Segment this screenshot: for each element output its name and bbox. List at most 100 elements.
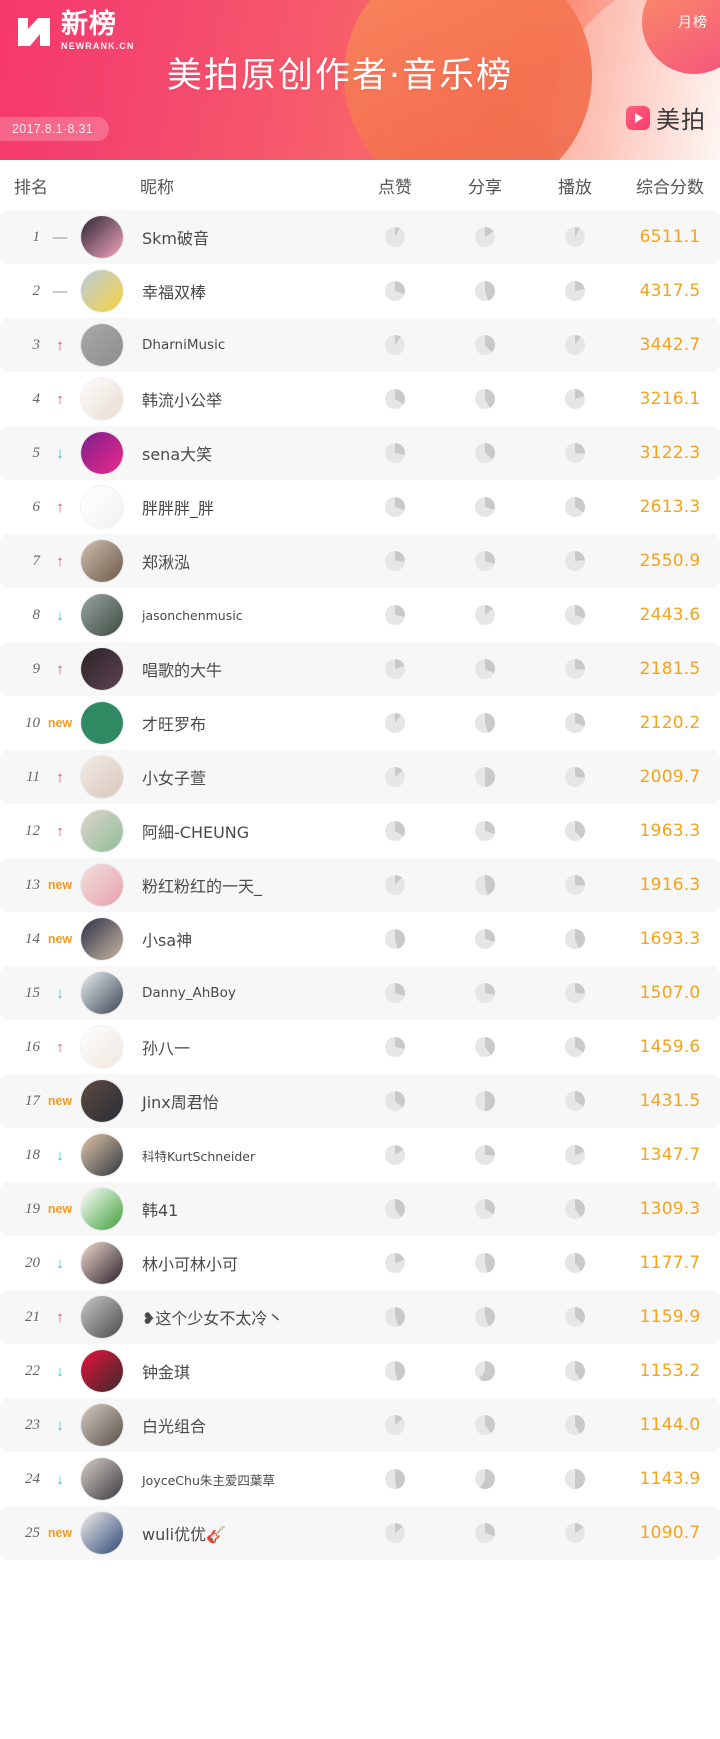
nickname-label[interactable]: jasonchenmusic — [142, 607, 243, 623]
avatar[interactable] — [80, 863, 124, 907]
table-row[interactable]: 25 new wuli优优🎸 1090.7 — [0, 1506, 720, 1560]
avatar[interactable] — [80, 1457, 124, 1501]
avatar[interactable] — [80, 539, 124, 583]
table-row[interactable]: 2— 幸福双棒 4317.5 — [0, 264, 720, 318]
table-row[interactable]: 18 ↓ 科特KurtSchneider 1347.7 — [0, 1128, 720, 1182]
trend-new-icon: new — [47, 877, 73, 892]
likes-cell — [350, 1469, 440, 1489]
table-row[interactable]: 16 ↑ 孙八一 1459.6 — [0, 1020, 720, 1074]
nickname-label[interactable]: 韩41 — [142, 1201, 179, 1220]
table-row[interactable]: 8 ↓ jasonchenmusic 2443.6 — [0, 588, 720, 642]
nickname-label[interactable]: 韩流小公举 — [142, 391, 223, 410]
table-row[interactable]: 13 new 粉红粉红的一天_ 1916.3 — [0, 858, 720, 912]
date-range-badge: 2017.8.1-8.31 — [0, 117, 110, 141]
nickname-label[interactable]: 钟金琪 — [142, 1363, 191, 1382]
avatar[interactable] — [80, 809, 124, 853]
table-row[interactable]: 14 new 小sa神 1693.3 — [0, 912, 720, 966]
nickname-label[interactable]: 孙八一 — [142, 1039, 191, 1058]
avatar[interactable] — [80, 1241, 124, 1285]
avatar[interactable] — [80, 1079, 124, 1123]
nickname-label[interactable]: ❥这个少女不太冷丶 — [142, 1309, 284, 1328]
table-row[interactable]: 23 ↓ 白光组合 1144.0 — [0, 1398, 720, 1452]
table-row[interactable]: 22 ↓ 钟金琪 1153.2 — [0, 1344, 720, 1398]
table-row[interactable]: 19 new 韩41 1309.3 — [0, 1182, 720, 1236]
nickname-label[interactable]: 胖胖胖_胖 — [142, 499, 215, 518]
avatar[interactable] — [80, 755, 124, 799]
rank-number: 20 — [25, 1254, 40, 1271]
score-value: 1143.9 — [639, 1469, 701, 1489]
avatar[interactable] — [80, 323, 124, 367]
shares-pie-icon — [475, 875, 495, 895]
nickname-label[interactable]: 郑湫泓 — [142, 553, 191, 572]
table-row[interactable]: 5 ↓ sena大笑 3122.3 — [0, 426, 720, 480]
avatar[interactable] — [80, 647, 124, 691]
nickname-label[interactable]: 白光组合 — [142, 1417, 207, 1436]
trend-down-icon: ↓ — [56, 1416, 64, 1434]
nickname-label[interactable]: 林小可林小可 — [142, 1255, 239, 1274]
nickname-label[interactable]: sena大笑 — [142, 445, 213, 464]
plays-pie-icon — [565, 1469, 585, 1489]
avatar[interactable] — [80, 377, 124, 421]
table-row[interactable]: 1— Skm破音 6511.1 — [0, 210, 720, 264]
nickname-label[interactable]: 才旺罗布 — [142, 715, 207, 734]
plays-pie-icon — [565, 1307, 585, 1327]
nickname-label[interactable]: JoyceChu朱主爱四葉草 — [142, 1472, 275, 1488]
avatar[interactable] — [80, 593, 124, 637]
newrank-logo[interactable]: 新榜 NEWRANK.CN — [14, 10, 135, 52]
table-row[interactable]: 20 ↓ 林小可林小可 1177.7 — [0, 1236, 720, 1290]
table-row[interactable]: 24 ↓ JoyceChu朱主爱四葉草 1143.9 — [0, 1452, 720, 1506]
table-row[interactable]: 4 ↑ 韩流小公举 3216.1 — [0, 372, 720, 426]
shares-cell — [440, 1091, 530, 1111]
nickname-label[interactable]: 唱歌的大牛 — [142, 661, 223, 680]
plays-pie-icon — [565, 605, 585, 625]
shares-cell — [440, 875, 530, 895]
nickname-label[interactable]: wuli优优🎸 — [142, 1525, 227, 1544]
likes-cell — [350, 767, 440, 787]
avatar[interactable] — [80, 971, 124, 1015]
avatar[interactable] — [80, 269, 124, 313]
table-row[interactable]: 6 ↑ 胖胖胖_胖 2613.3 — [0, 480, 720, 534]
rank-cell: 6 ↑ — [0, 485, 140, 529]
avatar[interactable] — [80, 917, 124, 961]
avatar[interactable] — [80, 701, 124, 745]
nickname-label[interactable]: 小sa神 — [142, 931, 193, 950]
plays-cell — [530, 389, 620, 409]
table-row[interactable]: 21 ↑ ❥这个少女不太冷丶 1159.9 — [0, 1290, 720, 1344]
plays-pie-icon — [565, 227, 585, 247]
avatar[interactable] — [80, 1025, 124, 1069]
table-row[interactable]: 3 ↑ DharniMusic 3442.7 — [0, 318, 720, 372]
shares-pie-icon — [475, 497, 495, 517]
avatar[interactable] — [80, 1187, 124, 1231]
table-row[interactable]: 15 ↓ Danny_AhBoy 1507.0 — [0, 966, 720, 1020]
nickname-label[interactable]: 粉红粉红的一天_ — [142, 877, 263, 896]
plays-pie-icon — [565, 659, 585, 679]
nickname-label[interactable]: Skm破音 — [142, 229, 210, 248]
table-row[interactable]: 17 new Jinx周君怡 1431.5 — [0, 1074, 720, 1128]
plays-cell — [530, 1361, 620, 1381]
nickname-label[interactable]: 科特KurtSchneider — [142, 1148, 256, 1164]
nickname-label[interactable]: 阿細-CHEUNG — [142, 823, 250, 842]
rank-number: 21 — [25, 1308, 40, 1325]
table-row[interactable]: 7 ↑ 郑湫泓 2550.9 — [0, 534, 720, 588]
nickname-label[interactable]: 幸福双棒 — [142, 283, 207, 302]
avatar[interactable] — [80, 1349, 124, 1393]
nickname-label[interactable]: Danny_AhBoy — [142, 985, 236, 1001]
nickname-label[interactable]: DharniMusic — [142, 337, 226, 353]
table-row[interactable]: 9 ↑ 唱歌的大牛 2181.5 — [0, 642, 720, 696]
avatar[interactable] — [80, 1511, 124, 1555]
table-row[interactable]: 12 ↑ 阿細-CHEUNG 1963.3 — [0, 804, 720, 858]
plays-cell — [530, 983, 620, 1003]
avatar[interactable] — [80, 1403, 124, 1447]
avatar[interactable] — [80, 1295, 124, 1339]
avatar[interactable] — [80, 1133, 124, 1177]
nickname-label[interactable]: 小女子萱 — [142, 769, 207, 788]
table-row[interactable]: 11 ↑ 小女子萱 2009.7 — [0, 750, 720, 804]
period-badge[interactable]: 月榜 — [678, 15, 708, 31]
avatar[interactable] — [80, 215, 124, 259]
nickname-label[interactable]: Jinx周君怡 — [142, 1093, 219, 1112]
likes-cell — [350, 1253, 440, 1273]
avatar[interactable] — [80, 431, 124, 475]
avatar[interactable] — [80, 485, 124, 529]
table-row[interactable]: 10 new 才旺罗布 2120.2 — [0, 696, 720, 750]
likes-pie-icon — [385, 1091, 405, 1111]
